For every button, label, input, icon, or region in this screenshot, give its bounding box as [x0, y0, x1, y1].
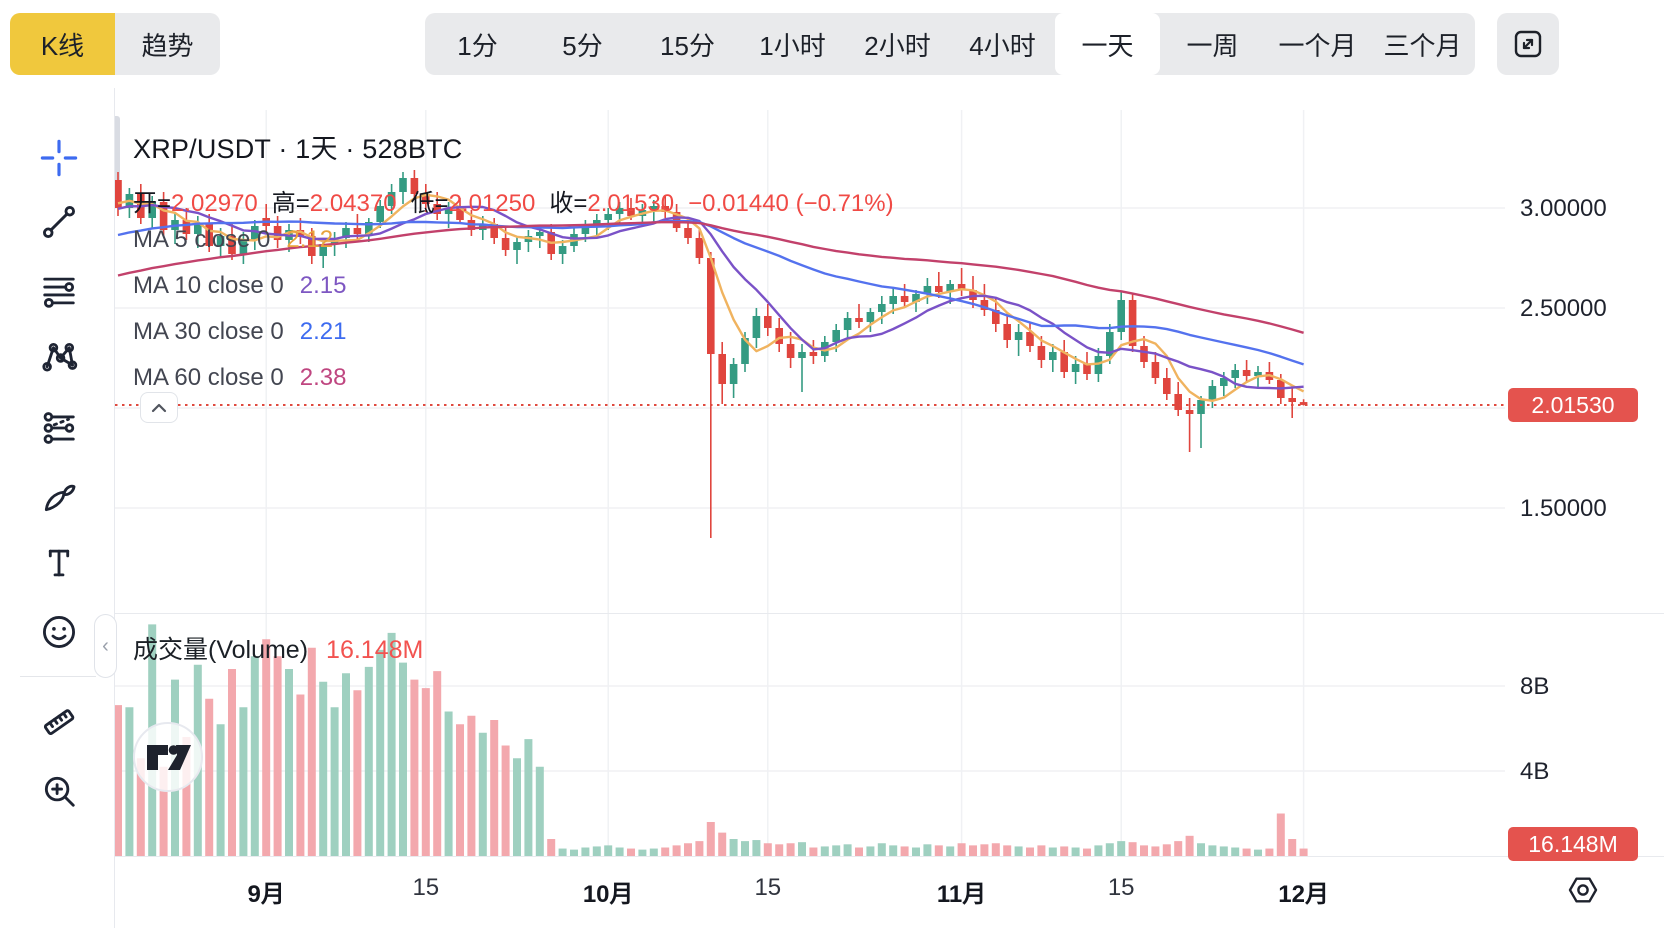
- ohlc-label: 高=: [271, 190, 310, 217]
- chart-settings-button[interactable]: [1563, 870, 1603, 910]
- timeframe-一周[interactable]: 一周: [1160, 16, 1265, 72]
- emoji-icon: [43, 616, 75, 648]
- timeframe-一天[interactable]: 一天: [1055, 13, 1160, 75]
- volume-value: 16.148M: [326, 636, 424, 664]
- tool-crosshair[interactable]: [39, 138, 79, 178]
- chevron-left-icon: ‹: [102, 634, 109, 657]
- ohlc-value: 2.01530: [587, 190, 675, 217]
- xabcd-pattern-icon: [42, 342, 78, 372]
- top-toolbar: K线 趋势 1分 5分 15分 1小时 2小时 4小时 一天 一周 一个月 三个月: [0, 0, 1664, 88]
- time-axis-label: 11月: [936, 881, 987, 908]
- tool-zoom-in[interactable]: [39, 771, 79, 811]
- chart-title: XRP/USDT · 1天 · 528BTC: [133, 134, 463, 164]
- ohlc-label: 低=: [410, 190, 449, 217]
- ma-60-line: [117, 220, 1304, 334]
- ohlc-readout: 开=2.02970 高=2.04370 低=2.01250 收=2.01530 −0.0…: [133, 183, 894, 218]
- ma-label: MA 60 close 0: [133, 364, 284, 391]
- last-volume-badge: 16.148M: [1508, 827, 1638, 861]
- ma-legend-row-5: MA 5 close 0 2.12: [133, 226, 333, 256]
- crosshair-icon: [40, 139, 78, 177]
- sidebar-divider: [20, 676, 96, 677]
- gear-icon: [1568, 877, 1598, 903]
- time-axis-label: 15: [754, 874, 782, 901]
- volume-axis-label: 8B: [1520, 673, 1550, 700]
- tool-xabcd-pattern[interactable]: [39, 338, 79, 378]
- tool-emoji[interactable]: [39, 612, 79, 652]
- time-axis-label: 10月: [582, 881, 634, 908]
- measure-icon: [43, 709, 75, 736]
- tool-brush[interactable]: [39, 477, 79, 517]
- drawing-toolbar: [0, 88, 115, 928]
- timeframe-4小时[interactable]: 4小时: [950, 16, 1055, 72]
- price-change: −0.01440 (−0.71%): [688, 190, 894, 217]
- tool-text[interactable]: [39, 543, 79, 583]
- ma-value: 2.21: [299, 318, 347, 345]
- time-axis-label: 15: [1107, 874, 1135, 901]
- timeframe-1分[interactable]: 1分: [425, 16, 530, 72]
- forecast-icon: [43, 412, 75, 444]
- time-axis-label: 12月: [1278, 881, 1329, 908]
- ma-legend-row-30: MA 30 close 0 2.21: [133, 318, 346, 348]
- ohlc-label: 收=: [549, 190, 588, 217]
- ohlc-value: 2.01250: [448, 190, 536, 217]
- ma-value: 2.12: [286, 226, 334, 253]
- sidebar-collapse-handle[interactable]: ‹: [94, 614, 117, 678]
- ma-label: MA 10 close 0: [133, 272, 284, 299]
- ma-value: 2.38: [299, 364, 347, 391]
- zoom-in-icon: [44, 776, 75, 807]
- ma-label: MA 5 close 0: [133, 226, 271, 253]
- time-axis-label: 15: [412, 874, 440, 901]
- trend-line-icon: [43, 206, 75, 238]
- tool-trend-line[interactable]: [39, 202, 79, 242]
- brush-icon: [44, 484, 76, 512]
- ma-label: MA 30 close 0: [133, 318, 284, 345]
- tool-measure[interactable]: [39, 702, 79, 742]
- time-axis-label: 9月: [247, 881, 285, 908]
- ohlc-value: 2.04370: [309, 190, 397, 217]
- volume-series: [114, 624, 1308, 856]
- legend-collapse-button[interactable]: [140, 392, 178, 423]
- expand-icon: [1514, 30, 1542, 58]
- timeframe-一个月[interactable]: 一个月: [1265, 16, 1370, 72]
- last-price-badge: 2.01530: [1508, 388, 1638, 422]
- tool-parallel-lines[interactable]: [39, 271, 79, 311]
- price-axis-label: 3.00000: [1520, 195, 1607, 222]
- tool-forecast[interactable]: [39, 408, 79, 448]
- parallel-lines-icon: [43, 277, 75, 308]
- timeframe-15分[interactable]: 15分: [635, 16, 740, 72]
- chart-type-tab-K线[interactable]: K线: [10, 13, 115, 75]
- ma-legend-row-60: MA 60 close 0 2.38: [133, 364, 346, 394]
- timeframe-三个月[interactable]: 三个月: [1370, 16, 1475, 72]
- volume-label: 成交量(Volume): [133, 636, 309, 664]
- chart-type-toggle: K线 趋势: [10, 13, 220, 75]
- volume-axis-label: 4B: [1520, 758, 1550, 785]
- chevron-up-icon: [151, 403, 167, 412]
- volume-legend: 成交量(Volume) 16.148M: [133, 630, 423, 666]
- ma-10-line: [117, 203, 1304, 390]
- ohlc-label: 开=: [133, 190, 172, 217]
- text-icon: [48, 549, 70, 577]
- time-axis-divider: [115, 856, 1664, 857]
- tradingview-watermark[interactable]: [133, 722, 203, 792]
- fullscreen-button[interactable]: [1497, 13, 1559, 75]
- price-axis-label: 2.50000: [1520, 295, 1607, 322]
- price-axis-label: 1.50000: [1520, 495, 1607, 522]
- timeframe-5分[interactable]: 5分: [530, 16, 635, 72]
- timeframe-2小时[interactable]: 2小时: [845, 16, 950, 72]
- ma-legend-row-10: MA 10 close 0 2.15: [133, 272, 346, 302]
- timeframe-selector: 1分 5分 15分 1小时 2小时 4小时 一天 一周 一个月 三个月: [425, 13, 1475, 75]
- chart-type-tab-趋势[interactable]: 趋势: [115, 13, 220, 75]
- ohlc-value: 2.02970: [171, 190, 258, 217]
- timeframe-1小时[interactable]: 1小时: [740, 16, 845, 72]
- pane-divider[interactable]: [115, 613, 1664, 614]
- ma-value: 2.15: [299, 272, 347, 299]
